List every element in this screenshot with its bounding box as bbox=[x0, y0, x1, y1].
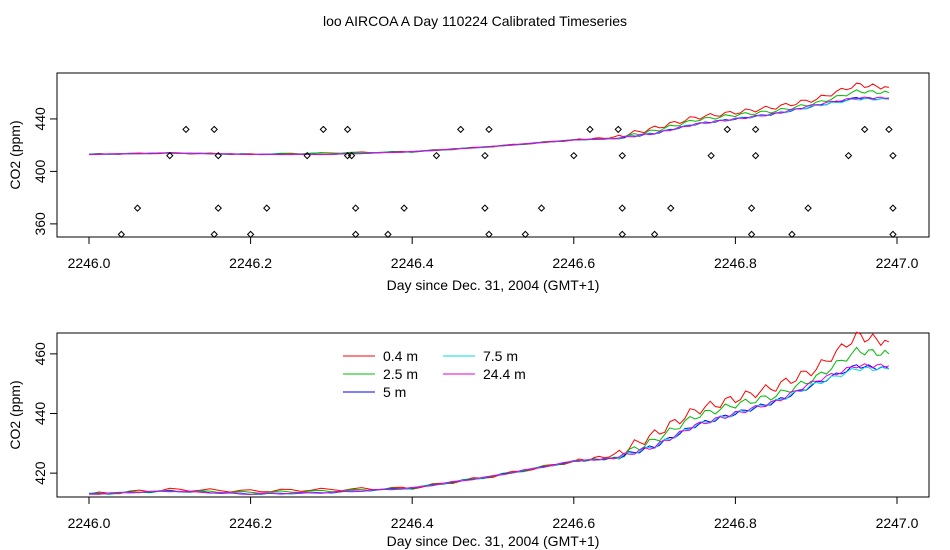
bottom-x-tick-label: 2246.6 bbox=[552, 515, 595, 531]
legend-label: 5 m bbox=[383, 384, 406, 400]
scatter-marker bbox=[351, 204, 360, 212]
top-x-tick-label: 2247.0 bbox=[876, 255, 919, 271]
scatter-marker bbox=[485, 230, 493, 239]
bottom-series-line-5-m bbox=[88, 364, 890, 495]
scatter-marker bbox=[485, 125, 493, 134]
scatter-marker bbox=[889, 151, 897, 160]
scatter-marker bbox=[263, 204, 271, 212]
bottom-y-tick-label: 440 bbox=[32, 402, 48, 426]
legend-label: 2.5 m bbox=[383, 366, 418, 382]
bottom-panel: Day since Dec. 31, 2004 (GMT+1) CO2 (ppm… bbox=[7, 331, 930, 549]
scatter-marker bbox=[570, 151, 578, 160]
chart-title: loo AIRCOA A Day 110224 Calibrated Times… bbox=[323, 13, 627, 29]
top-x-tick-label: 2246.4 bbox=[391, 255, 434, 271]
scatter-marker bbox=[214, 151, 222, 160]
scatter-marker bbox=[343, 125, 352, 134]
top-x-axis-label: Day since Dec. 31, 2004 (GMT+1) bbox=[387, 277, 600, 293]
bottom-y-tick-label: 460 bbox=[32, 342, 48, 366]
top-x-tick-label: 2246.6 bbox=[552, 255, 595, 271]
bottom-y-axis-label: CO2 (ppm) bbox=[7, 380, 23, 449]
scatter-marker bbox=[210, 230, 218, 239]
scatter-marker bbox=[214, 204, 222, 212]
top-x-tick-label: 2246.0 bbox=[68, 255, 111, 271]
scatter-marker bbox=[667, 204, 675, 212]
scatter-marker bbox=[432, 151, 441, 160]
scatter-marker bbox=[456, 125, 465, 134]
scatter-marker bbox=[751, 151, 760, 160]
scatter-marker bbox=[618, 151, 626, 160]
scatter-marker bbox=[707, 151, 715, 160]
scatter-marker bbox=[117, 230, 126, 239]
scatter-marker bbox=[723, 125, 732, 134]
scatter-marker bbox=[319, 125, 328, 134]
scatter-marker bbox=[343, 151, 352, 160]
scatter-marker bbox=[885, 125, 893, 134]
scatter-marker bbox=[860, 125, 869, 134]
scatter-marker bbox=[351, 230, 360, 239]
legend: 0.4 m 2.5 m 5 m 7.5 m 24.4 m bbox=[343, 348, 526, 400]
top-x-tick-label: 2246.8 bbox=[714, 255, 757, 271]
scatter-marker bbox=[521, 230, 530, 239]
top-x-tick-label: 2246.2 bbox=[229, 255, 272, 271]
scatter-marker bbox=[166, 151, 174, 160]
bottom-x-tick-label: 2246.8 bbox=[714, 515, 757, 531]
scatter-marker bbox=[481, 204, 489, 212]
bottom-x-axis-label: Day since Dec. 31, 2004 (GMT+1) bbox=[387, 533, 600, 549]
top-y-tick-label: 360 bbox=[32, 212, 48, 236]
top-series-line-0-4-m bbox=[88, 82, 889, 156]
legend-label: 24.4 m bbox=[483, 366, 526, 382]
scatter-marker bbox=[650, 230, 659, 239]
legend-label: 7.5 m bbox=[483, 348, 518, 364]
scatter-marker bbox=[614, 125, 622, 134]
bottom-x-tick-label: 2246.0 bbox=[68, 515, 111, 531]
bottom-x-tick-label: 2246.2 bbox=[229, 515, 272, 531]
scatter-marker bbox=[844, 151, 853, 160]
scatter-marker bbox=[182, 125, 190, 134]
top-y-axis-label: CO2 (ppm) bbox=[7, 120, 23, 189]
bottom-x-tick-label: 2247.0 bbox=[876, 515, 919, 531]
scatter-marker bbox=[537, 204, 546, 212]
scatter-marker bbox=[889, 230, 897, 239]
scatter-marker bbox=[133, 204, 142, 212]
scatter-marker bbox=[751, 125, 760, 134]
bottom-series-line-24-4-m bbox=[88, 363, 890, 495]
scatter-marker bbox=[804, 204, 812, 212]
legend-label: 0.4 m bbox=[383, 348, 418, 364]
top-panel-frame bbox=[56, 72, 930, 238]
scatter-marker bbox=[889, 204, 897, 212]
scatter-marker bbox=[586, 125, 594, 134]
scatter-marker bbox=[303, 151, 311, 160]
scatter-marker bbox=[400, 204, 408, 212]
scatter-marker bbox=[747, 204, 756, 212]
bottom-series-line-0-4-m bbox=[88, 331, 890, 495]
top-panel: Day since Dec. 31, 2004 (GMT+1) CO2 (ppm… bbox=[7, 72, 930, 293]
bottom-y-tick-label: 420 bbox=[32, 461, 48, 485]
scatter-marker bbox=[788, 230, 796, 239]
scatter-marker bbox=[618, 204, 626, 212]
bottom-x-tick-label: 2246.4 bbox=[391, 515, 434, 531]
top-series-line-24-4-m bbox=[88, 96, 889, 156]
scatter-marker bbox=[246, 230, 255, 239]
scatter-marker bbox=[618, 230, 626, 239]
scatter-marker bbox=[384, 230, 392, 239]
scatter-marker bbox=[481, 151, 489, 160]
top-y-tick-label: 440 bbox=[32, 107, 48, 131]
bottom-panel-frame bbox=[56, 332, 930, 498]
bottom-series-line-7-5-m bbox=[88, 366, 889, 496]
scatter-marker bbox=[747, 230, 756, 239]
scatter-marker bbox=[210, 125, 218, 134]
top-y-tick-label: 400 bbox=[32, 160, 48, 184]
top-series-line-2-5-m bbox=[88, 89, 890, 156]
bottom-series-line-2-5-m bbox=[88, 346, 890, 495]
